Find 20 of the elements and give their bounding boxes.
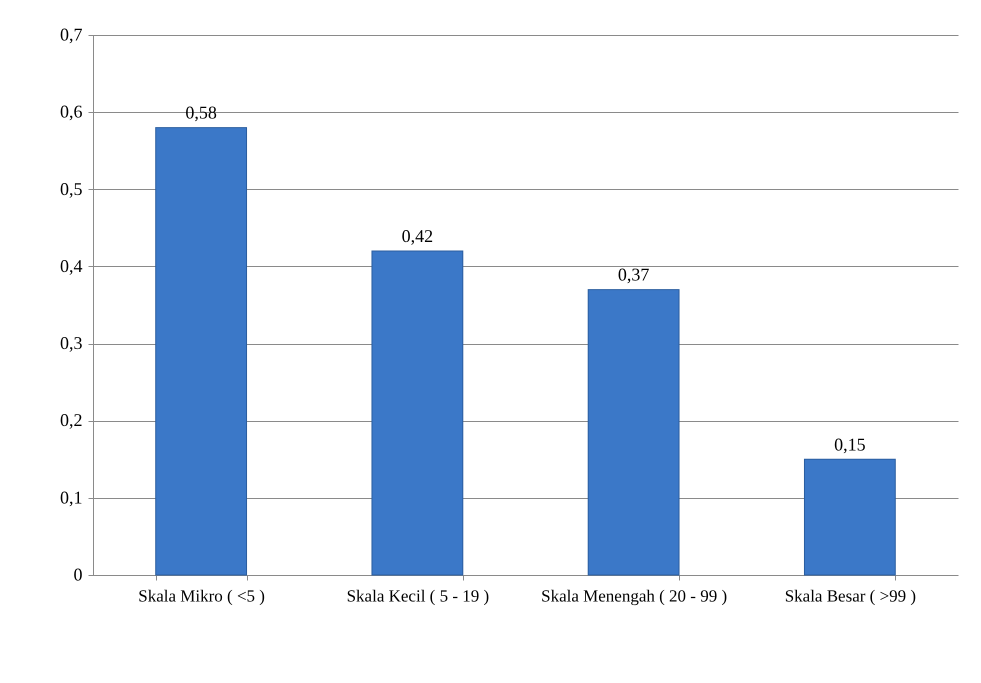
y-tick-label: 0,3 xyxy=(60,333,82,354)
y-tick-label: 0 xyxy=(74,564,82,584)
y-tick-label: 0,4 xyxy=(60,256,82,276)
y-tick-label: 0,6 xyxy=(60,102,82,122)
x-tick-label: Skala Mikro ( <5 ) xyxy=(138,586,265,606)
y-tick-label: 0,2 xyxy=(60,410,82,430)
y-tick-label: 0,7 xyxy=(60,24,82,44)
bar xyxy=(588,289,680,576)
bar xyxy=(804,458,896,576)
data-label: 0,15 xyxy=(834,434,866,454)
x-tick-label: Skala Menengah ( 20 - 99 ) xyxy=(541,586,728,606)
y-tick-label: 0,1 xyxy=(60,487,82,508)
data-label: 0,37 xyxy=(618,264,650,285)
x-tick-label: Skala Kecil ( 5 - 19 ) xyxy=(346,586,490,606)
y-tick-label: 0,5 xyxy=(60,178,82,199)
bar xyxy=(371,250,464,576)
data-label: 0,58 xyxy=(185,102,217,123)
bar xyxy=(155,127,248,576)
x-tick-label: Skala Besar ( >99 ) xyxy=(784,586,916,606)
data-label: 0,42 xyxy=(402,226,434,246)
